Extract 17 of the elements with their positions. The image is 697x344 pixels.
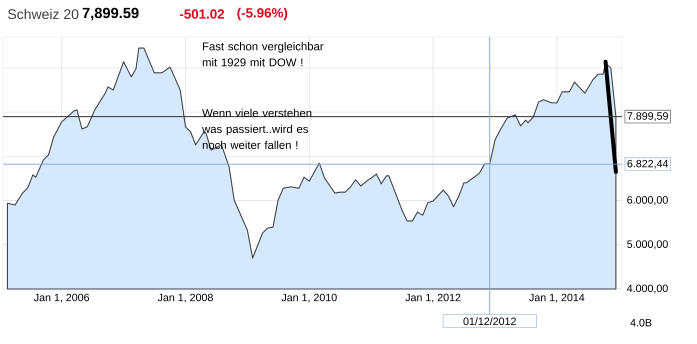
text: 4.0B <box>630 318 652 326</box>
y-tick-label: 4.000,00 <box>626 284 668 294</box>
x-tick-label: Jan 1, 2012 <box>405 294 460 303</box>
ref-line-label: 7.899,59 <box>627 112 668 122</box>
chart-title: Schweiz 20 <box>8 8 78 20</box>
text: 7,899.59 <box>82 8 139 20</box>
x-tick-label: Jan 1, 2014 <box>529 294 584 303</box>
ref-line-label: 01/12/2012 <box>463 317 516 326</box>
x-tick-label: Jan 1, 2008 <box>158 294 213 303</box>
ref-line-label: 6.822,44 <box>627 160 668 169</box>
x-tick-label: Jan 1, 2006 <box>34 294 90 303</box>
annotation: Fast schon vergleichbar mit 1929 mit DOW ! <box>202 42 324 66</box>
y-tick-label: 5.000,00 <box>627 240 668 250</box>
y-tick-label: 6.000,00 <box>627 196 668 205</box>
text: -501.02 <box>180 9 224 19</box>
text: (-5.96%) <box>237 8 288 20</box>
x-tick-label: Jan 1, 2010 <box>282 294 337 303</box>
